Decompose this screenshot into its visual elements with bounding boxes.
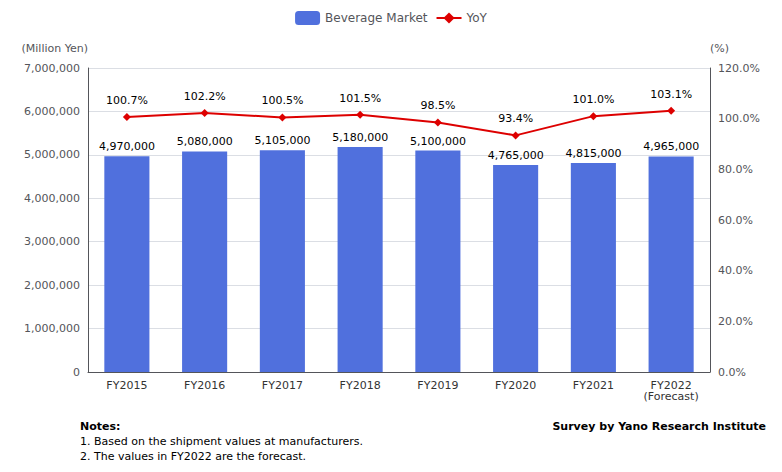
svg-text:YoY: YoY — [466, 11, 488, 25]
svg-text:(Forecast): (Forecast) — [644, 390, 699, 403]
svg-text:100.0%: 100.0% — [718, 112, 760, 125]
svg-text:60.0%: 60.0% — [718, 214, 753, 227]
svg-text:103.1%: 103.1% — [650, 88, 692, 101]
svg-text:3,000,000: 3,000,000 — [24, 235, 80, 248]
svg-text:Survey by Yano Research Instit: Survey by Yano Research Institute — [552, 420, 766, 433]
svg-text:101.5%: 101.5% — [339, 92, 381, 105]
svg-text:2. The values in FY2022 are th: 2. The values in FY2022 are the forecast… — [80, 450, 306, 463]
svg-text:Notes:: Notes: — [80, 420, 120, 433]
svg-text:120.0%: 120.0% — [718, 62, 760, 75]
svg-text:5,000,000: 5,000,000 — [24, 148, 80, 161]
svg-text:100.5%: 100.5% — [261, 94, 303, 107]
svg-text:5,180,000: 5,180,000 — [332, 131, 388, 144]
svg-text:(%): (%) — [710, 42, 729, 55]
svg-text:2,000,000: 2,000,000 — [24, 279, 80, 292]
svg-text:FY2015: FY2015 — [106, 379, 147, 392]
svg-text:(Million Yen): (Million Yen) — [22, 42, 89, 55]
svg-text:Beverage Market: Beverage Market — [325, 11, 428, 25]
svg-text:5,080,000: 5,080,000 — [177, 135, 233, 148]
svg-text:93.4%: 93.4% — [498, 112, 533, 125]
svg-text:4,000,000: 4,000,000 — [24, 192, 80, 205]
svg-text:80.0%: 80.0% — [718, 163, 753, 176]
svg-text:4,965,000: 4,965,000 — [643, 140, 699, 153]
svg-text:20.0%: 20.0% — [718, 315, 753, 328]
svg-text:FY2017: FY2017 — [262, 379, 303, 392]
svg-text:100.7%: 100.7% — [106, 94, 148, 107]
svg-text:0.0%: 0.0% — [718, 366, 746, 379]
svg-text:7,000,000: 7,000,000 — [24, 62, 80, 75]
svg-text:1,000,000: 1,000,000 — [24, 322, 80, 335]
svg-text:5,105,000: 5,105,000 — [254, 134, 310, 147]
svg-text:4,970,000: 4,970,000 — [99, 140, 155, 153]
svg-text:40.0%: 40.0% — [718, 264, 753, 277]
svg-text:5,100,000: 5,100,000 — [410, 135, 466, 148]
svg-text:FY2019: FY2019 — [417, 379, 458, 392]
svg-text:102.2%: 102.2% — [184, 90, 226, 103]
svg-text:4,765,000: 4,765,000 — [488, 149, 544, 162]
svg-text:6,000,000: 6,000,000 — [24, 105, 80, 118]
svg-text:FY2016: FY2016 — [184, 379, 225, 392]
svg-text:FY2020: FY2020 — [495, 379, 536, 392]
svg-text:101.0%: 101.0% — [572, 93, 614, 106]
svg-text:4,815,000: 4,815,000 — [565, 147, 621, 160]
svg-text:FY2021: FY2021 — [573, 379, 614, 392]
svg-text:98.5%: 98.5% — [420, 99, 455, 112]
svg-text:0: 0 — [73, 366, 80, 379]
svg-text:1. Based on the shipment value: 1. Based on the shipment values at manuf… — [80, 435, 363, 448]
svg-text:FY2018: FY2018 — [340, 379, 381, 392]
svg-text:FY2022: FY2022 — [650, 379, 692, 392]
